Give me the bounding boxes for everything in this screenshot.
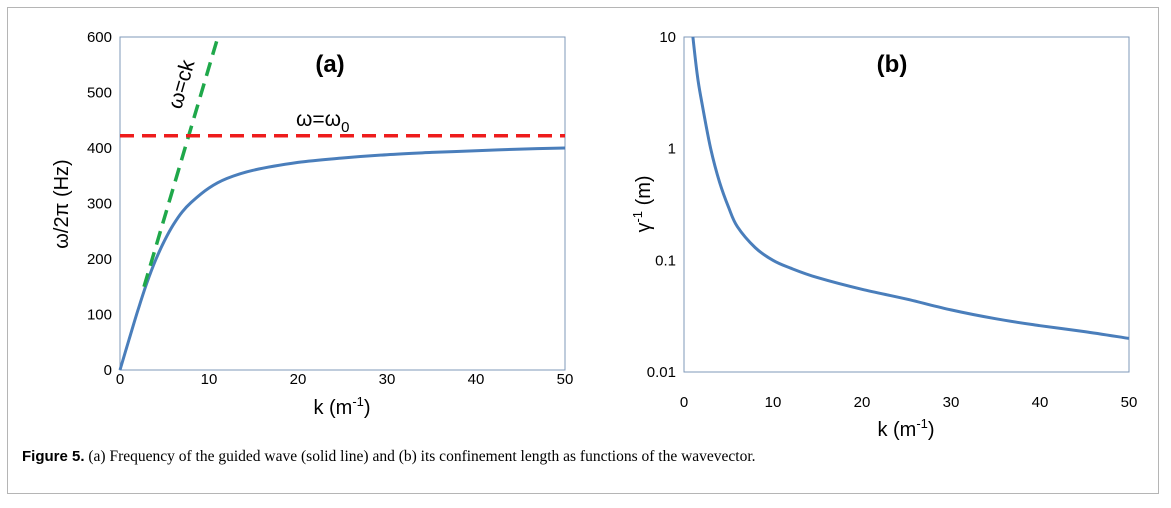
y-tick-label-a: 0 [104, 362, 112, 379]
y-tick-label-a: 200 [87, 251, 112, 268]
annotation-ck: ω=ck [164, 57, 200, 112]
x-tick-label-a: 40 [468, 371, 485, 388]
y-tick-label-a: 600 [87, 29, 112, 46]
x-tick-label-b: 50 [1121, 394, 1138, 411]
dispersion-curve [118, 146, 566, 371]
plot-area-a [119, 36, 566, 371]
x-tick-label-b: 0 [680, 394, 688, 411]
panel-label-a: (a) [315, 51, 344, 78]
x-tick-label-a: 30 [379, 371, 396, 388]
figure-caption: Figure 5. (a) Frequency of the guided wa… [22, 448, 1142, 466]
x-axis-label-a-main: k (m [313, 397, 352, 419]
y-tick-label-b: 10 [659, 29, 676, 46]
caption-label: Figure 5. [22, 448, 85, 465]
x-tick-label-a: 20 [290, 371, 307, 388]
series-lines-b [691, 36, 1130, 340]
figure-frame [7, 7, 1159, 494]
y-axis-label-b-main: γ [633, 223, 655, 233]
annotation-omega0-sub: 0 [341, 119, 349, 136]
panel-a: 0 100 200 300 400 500 600 0 10 20 30 40 50 (a) ω=ck… [51, 29, 573, 419]
x-tick-label-b: 10 [765, 394, 782, 411]
y-axis-ticks-a: 0 100 200 300 400 500 600 [87, 29, 112, 379]
y-tick-label-b: 0.01 [647, 364, 676, 381]
x-axis-ticks-b: 0 10 20 30 40 50 [680, 394, 1138, 411]
x-tick-label-a: 0 [116, 371, 124, 388]
y-axis-label-a: ω/2π (Hz) [51, 159, 73, 248]
series-lines-a [118, 36, 566, 371]
x-tick-label-a: 10 [201, 371, 218, 388]
y-axis-label-b-sup: -1 [630, 211, 645, 223]
x-axis-label-b-main: k (m [877, 419, 916, 441]
y-axis-label-b: γ-1 (m) [630, 175, 655, 232]
confinement-length-curve [691, 36, 1130, 340]
x-axis-label-a-sup: -1 [352, 394, 364, 409]
y-tick-label-a: 300 [87, 196, 112, 213]
caption-text: (a) Frequency of the guided wave (solid … [84, 448, 756, 465]
x-axis-ticks-a: 0 10 20 30 40 50 [116, 371, 574, 388]
x-tick-label-b: 20 [854, 394, 871, 411]
annotation-omega0-main: ω=ω [296, 108, 341, 131]
y-tick-label-b: 0.1 [655, 252, 676, 269]
y-tick-label-a: 500 [87, 85, 112, 102]
y-tick-label-a: 100 [87, 307, 112, 324]
x-tick-label-b: 40 [1032, 394, 1049, 411]
annotation-omega0: ω=ω0 [296, 108, 349, 136]
x-axis-label-b-sup: -1 [916, 416, 928, 431]
x-tick-label-a: 50 [557, 371, 574, 388]
x-axis-label-a-close: ) [364, 397, 371, 419]
y-tick-label-b: 1 [668, 141, 676, 158]
y-axis-ticks-b: 0.01 0.1 1 10 [647, 29, 676, 381]
plot-area-b [683, 36, 1130, 373]
x-axis-label-b: k (m-1) [877, 416, 934, 441]
x-axis-label-a: k (m-1) [313, 394, 370, 419]
y-tick-label-a: 400 [87, 140, 112, 157]
panel-label-b: (b) [877, 51, 908, 78]
x-axis-label-b-close: ) [928, 419, 935, 441]
x-tick-label-b: 30 [943, 394, 960, 411]
y-axis-label-b-unit: (m) [633, 175, 655, 211]
